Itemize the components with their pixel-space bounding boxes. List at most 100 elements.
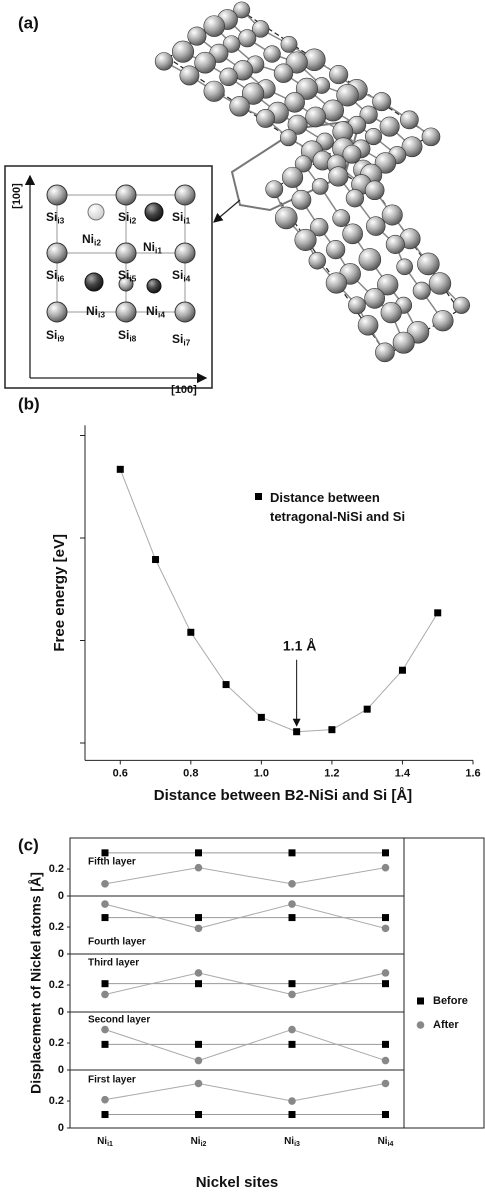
site-label-sub: i1 bbox=[183, 216, 190, 226]
x-tick-label: Nii1 bbox=[97, 1136, 113, 1148]
atom bbox=[453, 297, 469, 313]
site-label-sub: i7 bbox=[183, 338, 190, 348]
data-point bbox=[288, 991, 296, 999]
x-axis-label: Distance between B2-NiSi and Si [Å] bbox=[154, 787, 412, 804]
atom bbox=[281, 36, 297, 52]
series-line bbox=[105, 1083, 386, 1101]
data-point bbox=[195, 914, 202, 921]
x-tick-label: 1.0 bbox=[254, 767, 269, 779]
atom bbox=[375, 343, 394, 362]
atom bbox=[372, 92, 390, 110]
atom bbox=[358, 315, 378, 335]
annotation: 1.1 Å bbox=[283, 637, 316, 653]
data-point bbox=[258, 714, 265, 721]
layer-label: Third layer bbox=[88, 958, 139, 969]
site-label-base: Si bbox=[118, 328, 129, 342]
atom bbox=[346, 189, 364, 207]
atom bbox=[295, 229, 317, 251]
data-point bbox=[195, 849, 202, 856]
site-label-base: Ni bbox=[82, 232, 94, 246]
si-atom bbox=[47, 185, 67, 205]
atom bbox=[239, 30, 256, 47]
site-label-base: Ni bbox=[86, 304, 98, 318]
y-tick-label: 0 bbox=[58, 1064, 64, 1076]
data-point bbox=[382, 980, 389, 987]
atom bbox=[172, 41, 193, 62]
layer-label: First layer bbox=[88, 1075, 136, 1086]
series-line bbox=[105, 904, 386, 928]
atom bbox=[230, 96, 250, 116]
x-tick-label: 1.2 bbox=[324, 767, 339, 779]
y-tick-label: 0 bbox=[58, 1122, 64, 1134]
x-tick-label-base: Ni bbox=[191, 1136, 201, 1147]
x-tick-label-sub: i4 bbox=[388, 1141, 394, 1148]
data-point bbox=[195, 1057, 203, 1065]
x-tick-label: Nii4 bbox=[378, 1136, 394, 1148]
data-point bbox=[364, 706, 371, 713]
legend-label: Before bbox=[433, 995, 468, 1007]
data-point bbox=[101, 880, 109, 888]
legend-marker bbox=[417, 1021, 425, 1029]
atom bbox=[365, 128, 381, 144]
atom bbox=[292, 190, 311, 209]
site-label-base: Si bbox=[46, 210, 57, 224]
atom bbox=[195, 52, 216, 73]
si-atom bbox=[175, 185, 195, 205]
si-atom bbox=[116, 302, 136, 322]
atom bbox=[397, 259, 413, 275]
data-point bbox=[223, 681, 230, 688]
atom bbox=[275, 207, 297, 229]
atom bbox=[264, 46, 281, 63]
atom bbox=[393, 332, 414, 353]
layer-label: Fifth layer bbox=[88, 857, 136, 868]
site-label-base: Si bbox=[118, 268, 129, 282]
y-tick-label: 0.2 bbox=[49, 979, 64, 991]
data-point bbox=[102, 1111, 109, 1118]
layer-label: Fourth layer bbox=[88, 937, 146, 948]
atom bbox=[365, 181, 384, 200]
si-atom bbox=[47, 302, 67, 322]
panel-label: (a) bbox=[18, 13, 39, 32]
data-point bbox=[101, 991, 109, 999]
ni-atom bbox=[88, 204, 104, 220]
site-label-sub: i4 bbox=[183, 274, 190, 284]
x-tick-label: Nii2 bbox=[191, 1136, 207, 1148]
atom bbox=[309, 252, 326, 269]
data-point bbox=[195, 980, 202, 987]
data-point bbox=[195, 969, 203, 977]
x-tick-label: 0.8 bbox=[183, 767, 198, 779]
site-label-sub: i6 bbox=[57, 274, 64, 284]
y-tick-label: 0.2 bbox=[49, 1095, 64, 1107]
data-point bbox=[289, 980, 296, 987]
data-point bbox=[289, 849, 296, 856]
y-axis-label: Free energy [eV] bbox=[51, 534, 68, 652]
y-tick-label: 0.2 bbox=[49, 1037, 64, 1049]
si-atom bbox=[47, 243, 67, 263]
ni-atom bbox=[145, 203, 163, 221]
atom bbox=[386, 235, 404, 253]
site-label-base: Ni bbox=[143, 240, 155, 254]
x-tick-label: 1.4 bbox=[395, 767, 411, 779]
atom bbox=[429, 273, 451, 295]
legend-marker bbox=[255, 493, 262, 500]
atom bbox=[280, 130, 296, 146]
site-label-sub: i3 bbox=[98, 310, 105, 320]
data-point bbox=[288, 880, 296, 888]
atom bbox=[274, 64, 293, 83]
site-label-base: Ni bbox=[146, 304, 158, 318]
data-point bbox=[382, 1080, 390, 1088]
atom bbox=[359, 248, 381, 270]
data-point bbox=[382, 1041, 389, 1048]
data-point bbox=[382, 1057, 390, 1065]
data-point bbox=[289, 1041, 296, 1048]
atom bbox=[180, 66, 199, 85]
data-point bbox=[102, 849, 109, 856]
atom bbox=[422, 128, 440, 146]
site-label-base: Si bbox=[118, 210, 129, 224]
site-label-sub: i8 bbox=[129, 334, 136, 344]
site-label-base: Si bbox=[172, 332, 183, 346]
atom bbox=[413, 282, 430, 299]
atom bbox=[204, 81, 225, 102]
site-label-base: Si bbox=[46, 328, 57, 342]
x-tick-label-sub: i3 bbox=[294, 1141, 300, 1148]
